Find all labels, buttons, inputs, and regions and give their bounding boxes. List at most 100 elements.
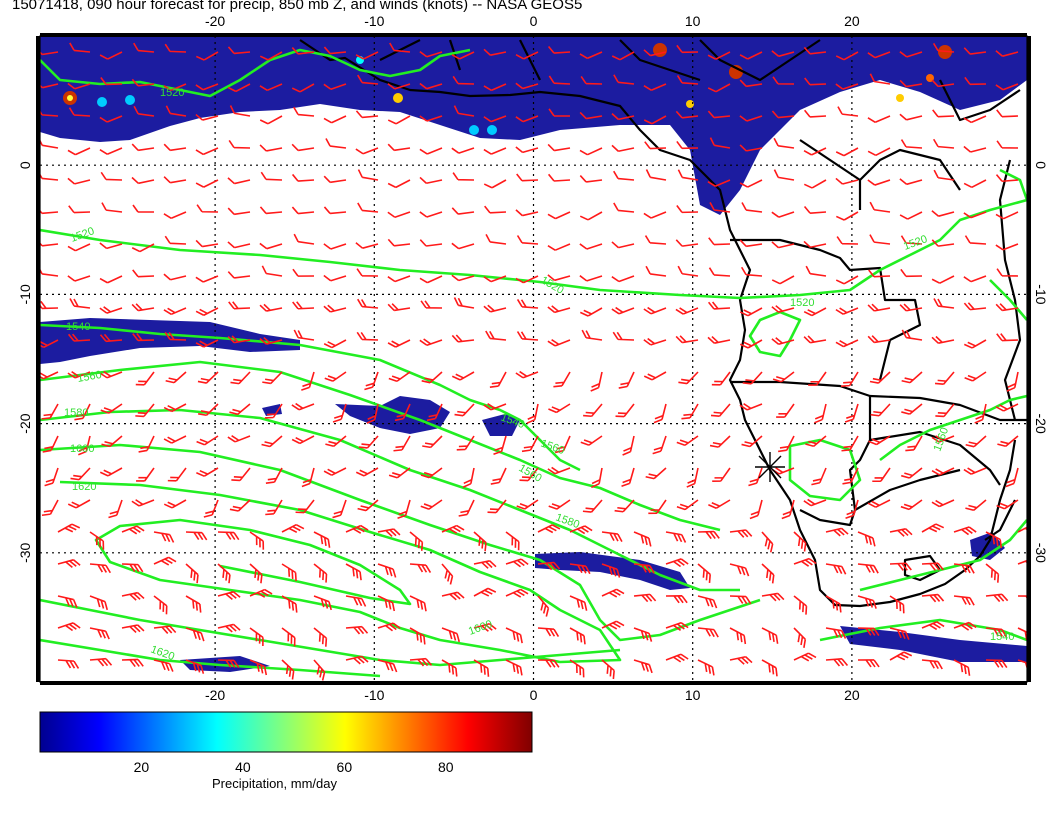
wind-barb	[601, 659, 615, 680]
wind-barb	[67, 371, 91, 379]
wind-barb	[40, 300, 59, 310]
map-title: 15071418, 090 hour forecast for precip, …	[12, 0, 583, 13]
colorbar-label: Precipitation, mm/day	[212, 776, 337, 791]
wind-barb	[803, 147, 827, 156]
wind-barb	[935, 403, 955, 418]
wind-barb	[835, 211, 859, 221]
wind-barb	[292, 268, 315, 277]
wind-barb	[868, 269, 891, 278]
wind-barb	[963, 211, 987, 219]
wind-barb	[40, 339, 59, 349]
wind-barb	[57, 523, 81, 533]
wind-barb	[227, 434, 251, 443]
wind-barb	[203, 499, 219, 518]
wind-barb	[473, 587, 497, 597]
wind-barb	[771, 110, 795, 119]
border-4	[869, 430, 1001, 486]
wind-barb	[931, 467, 955, 476]
wind-barb	[835, 177, 859, 185]
wind-barb	[601, 588, 625, 598]
wind-barb	[569, 659, 585, 678]
wind-barb	[261, 435, 283, 448]
lon-tick-label-bottom: 10	[685, 687, 701, 703]
wind-barb	[583, 403, 603, 418]
wind-barb	[163, 211, 187, 219]
wind-barb	[537, 627, 560, 637]
lat-tick-label-left: 0	[17, 161, 33, 169]
wind-barb	[921, 659, 943, 670]
wind-barb	[355, 110, 379, 119]
wind-barb	[345, 595, 367, 607]
wind-barb	[195, 275, 219, 283]
wind-barb	[345, 625, 369, 635]
wind-barb	[131, 176, 155, 185]
wind-barb	[613, 74, 635, 85]
wind-barb	[845, 499, 859, 520]
wind-barb	[291, 402, 315, 411]
wind-barb	[281, 659, 295, 680]
wind-barb	[516, 331, 539, 341]
wind-barb	[295, 499, 315, 514]
contour-1540	[40, 323, 581, 472]
wind-barb	[387, 238, 411, 247]
wind-barb	[771, 211, 795, 218]
wind-barb	[579, 307, 603, 317]
wind-barb	[814, 403, 827, 424]
wind-barb	[612, 331, 635, 341]
wind-barb	[772, 76, 795, 85]
wind-barb	[453, 105, 475, 117]
wind-barb	[420, 467, 443, 479]
contour-label: 1560	[517, 462, 544, 485]
wind-barb	[869, 234, 891, 245]
wind-barb	[974, 403, 987, 424]
wind-barb	[41, 403, 59, 420]
wind-barb	[259, 144, 283, 152]
wind-barb	[185, 595, 202, 613]
wind-barb	[709, 202, 731, 213]
wind-barb	[899, 79, 923, 88]
wind-barb	[121, 658, 144, 668]
wind-barb	[422, 435, 443, 449]
lat-tick-label-right: -30	[1033, 543, 1049, 563]
wind-barb	[78, 435, 91, 456]
precip-blob-east	[482, 414, 520, 436]
lon-tick-label-top: -10	[364, 13, 384, 29]
wind-barb	[870, 403, 891, 417]
wind-barb	[857, 563, 879, 574]
wind-barb	[195, 239, 219, 248]
wind-barb	[40, 238, 59, 247]
wind-barb	[40, 206, 59, 215]
wind-barb	[291, 143, 315, 152]
wind-barb	[516, 235, 539, 245]
wind-barb	[921, 562, 944, 571]
colorbar-ticks: 20 40 60 80	[134, 759, 454, 775]
contour-1580	[40, 408, 740, 592]
wind-barb	[844, 403, 859, 423]
wind-barb	[643, 306, 667, 315]
wind-barb	[452, 172, 475, 181]
wind-barb	[611, 275, 635, 283]
wind-barb	[835, 307, 859, 315]
wind-barb	[377, 528, 401, 538]
wind-barb	[803, 46, 827, 55]
wind-barb	[579, 175, 603, 183]
wind-barb	[249, 531, 265, 550]
wind-barb	[74, 403, 91, 421]
lon-tick-label-top: 20	[844, 13, 860, 29]
wind-barb	[515, 370, 539, 379]
wind-barb	[196, 467, 219, 477]
wind-barb	[537, 595, 550, 617]
wind-barb	[793, 557, 817, 567]
wind-barb	[281, 627, 296, 647]
wind-barb	[89, 563, 112, 574]
wind-barb	[101, 202, 123, 213]
wind-barb	[803, 498, 827, 507]
wind-barb	[293, 233, 315, 245]
wind-barb	[163, 307, 187, 316]
wind-barb	[686, 467, 699, 488]
wind-barb	[100, 77, 123, 86]
wind-barb	[462, 467, 475, 488]
wind-barb	[67, 82, 91, 90]
wind-barb	[483, 48, 507, 56]
